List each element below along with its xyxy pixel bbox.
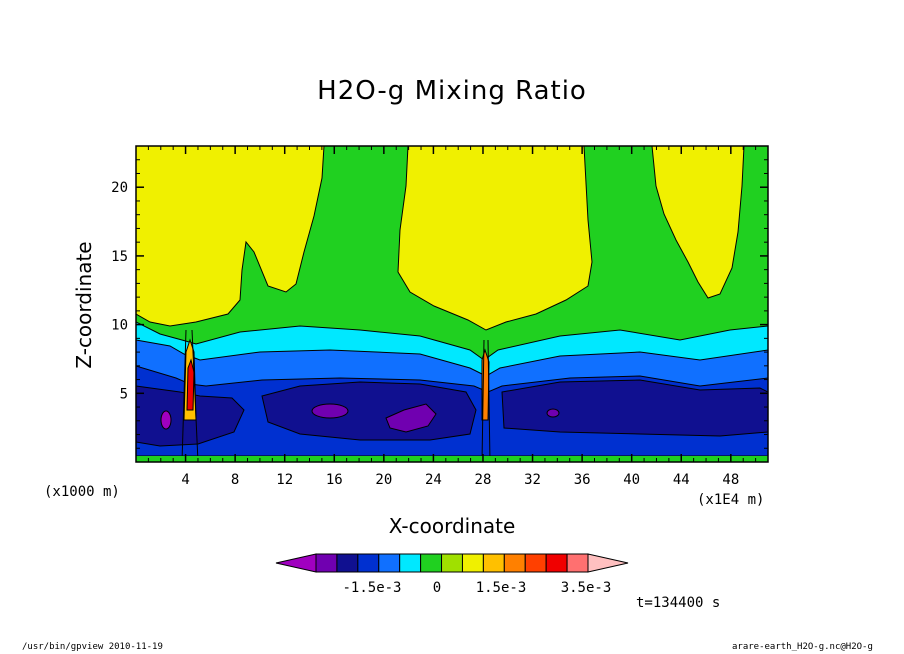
- x-tick-label: 20: [375, 472, 392, 488]
- time-label: t=134400 s: [636, 595, 721, 611]
- plot-frame: [135, 145, 769, 463]
- contour-band: [651, 146, 745, 299]
- x-tick-label: 4: [181, 472, 189, 488]
- colorbar-segment: [336, 553, 359, 573]
- contour-band: [186, 358, 195, 411]
- footer-right: arare-earth_H2O-g.nc@H2O-g: [732, 642, 873, 652]
- colorbar-segment: [545, 553, 568, 573]
- footer-left: /usr/bin/gpview 2010-11-19: [22, 642, 163, 652]
- y-tick-label: 10: [111, 318, 128, 334]
- x-tick-label: 16: [326, 472, 343, 488]
- contour-band: [160, 410, 172, 430]
- x-tick-label: 28: [475, 472, 492, 488]
- y-tick-label: 15: [111, 249, 128, 265]
- colorbar-segment: [275, 553, 317, 573]
- x-tick-label: 24: [425, 472, 442, 488]
- contour-band: [136, 146, 325, 327]
- chart-title: H2O-g Mixing Ratio: [317, 76, 587, 106]
- colorbar-segment: [503, 553, 526, 573]
- colorbar-segment: [399, 553, 422, 573]
- x-unit-label: (x1000 m): [44, 484, 120, 500]
- colorbar-segment: [461, 553, 484, 573]
- x-tick-label: 12: [276, 472, 293, 488]
- contour-band: [397, 146, 593, 331]
- x-tick-label: 36: [574, 472, 591, 488]
- x-tick-label: 8: [231, 472, 239, 488]
- contour-band: [501, 379, 768, 437]
- y-tick-label: 20: [111, 180, 128, 196]
- contour-band: [136, 456, 768, 462]
- y-axis-label: Z-coordinate: [72, 241, 96, 369]
- contour-band: [261, 381, 477, 441]
- colorbar-label: 1.5e-3: [476, 580, 527, 596]
- colorbar-segment: [524, 553, 547, 573]
- colorbar-segment: [587, 553, 629, 573]
- x-tick-label: 44: [673, 472, 690, 488]
- colorbar-segment: [441, 553, 463, 573]
- contour-band: [311, 403, 349, 419]
- colorbar-segment: [420, 553, 443, 573]
- colorbar-label: 3.5e-3: [561, 580, 612, 596]
- y-tick-label: 5: [120, 386, 128, 402]
- colorbar-label: 0: [433, 580, 441, 596]
- x-tick-label: 48: [722, 472, 739, 488]
- colorbar-segment: [482, 553, 505, 573]
- x-axis-label: X-coordinate: [388, 514, 516, 538]
- colorbar-segment: [566, 553, 589, 573]
- contour-field: [136, 146, 768, 462]
- x-scale-label: (x1E4 m): [697, 492, 765, 508]
- contour-band: [385, 403, 437, 433]
- colorbar-segment: [378, 553, 401, 573]
- contour-line: [181, 329, 491, 462]
- contour-band: [546, 408, 560, 418]
- colorbar-segment: [357, 553, 380, 573]
- x-tick-label: 32: [524, 472, 541, 488]
- colorbar-segment: [315, 553, 338, 573]
- colorbar-label: -1.5e-3: [342, 580, 401, 596]
- x-tick-label: 40: [623, 472, 640, 488]
